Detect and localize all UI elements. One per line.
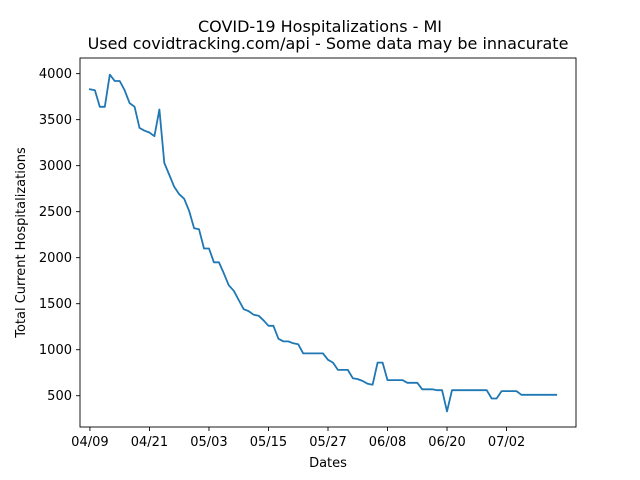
x-tick-label: 04/09 <box>71 435 108 450</box>
y-tick-label: 2500 <box>39 205 72 220</box>
y-tick-label: 3500 <box>39 113 72 128</box>
x-tick-label: 06/08 <box>369 435 406 450</box>
x-tick-label: 05/03 <box>190 435 227 450</box>
series-line <box>88 73 558 413</box>
y-tick-label: 500 <box>47 389 72 404</box>
axis-ticks: 500 1000 1500 2000 2500 3000 3500 4000 04/09 04/2… <box>39 67 525 450</box>
y-tick-label: 3000 <box>39 159 72 174</box>
y-tick-label: 4000 <box>39 67 72 82</box>
y-tick-label: 2000 <box>39 251 72 266</box>
x-tick-label: 06/20 <box>428 435 465 450</box>
chart-subtitle: Used covidtracking.com/api - Some data m… <box>88 34 569 53</box>
x-tick-label: 07/02 <box>488 435 525 450</box>
chart-title: COVID-19 Hospitalizations - MI <box>198 17 442 36</box>
x-axis-label: Dates <box>309 456 347 471</box>
x-tick-label: 05/15 <box>250 435 287 450</box>
y-tick-label: 1500 <box>39 297 72 312</box>
y-tick-label: 1000 <box>39 343 72 358</box>
x-tick-label: 04/21 <box>131 435 168 450</box>
plot-frame <box>79 57 577 428</box>
x-tick-label: 05/27 <box>309 435 346 450</box>
y-axis-label: Total Current Hospitalizations <box>14 147 29 339</box>
